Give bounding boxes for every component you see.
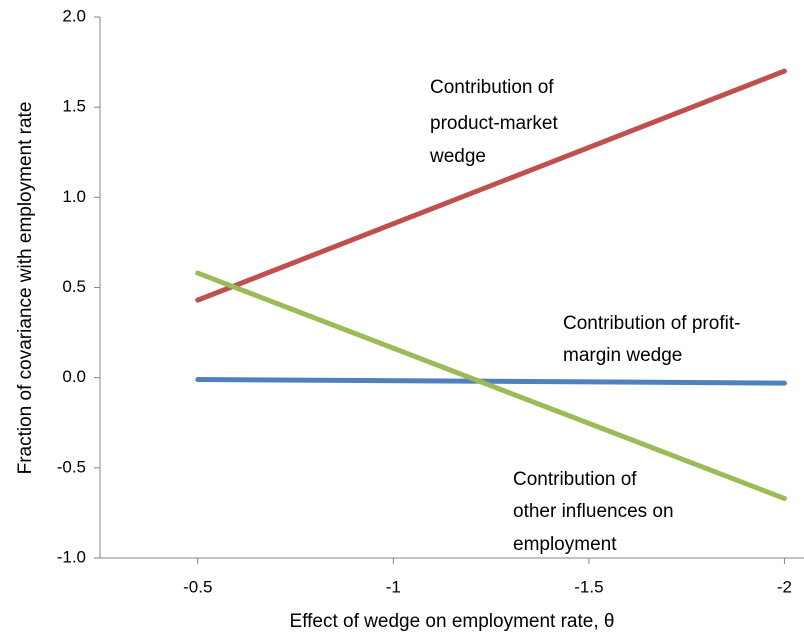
series-line (195, 376, 787, 386)
x-axis-label: Effect of wedge on employment rate, θ (290, 611, 615, 632)
y-tick-label: 1.0 (62, 187, 86, 206)
series-line (195, 68, 787, 303)
annotation: wedge (429, 146, 486, 167)
x-tick-label: -2 (777, 577, 792, 596)
y-tick-label: -1.0 (57, 547, 86, 566)
annotation: Contribution of (430, 77, 554, 98)
y-tick-label: 2.0 (62, 6, 86, 25)
x-tick-label: -1 (386, 577, 401, 596)
annotation: Contribution of (513, 469, 637, 490)
annotation: margin wedge (563, 345, 682, 366)
x-tick-label: -1.5 (574, 577, 603, 596)
y-tick-label: 1.5 (62, 97, 86, 116)
y-tick-label: 0.0 (62, 367, 86, 386)
annotation: other influences on (513, 501, 674, 522)
annotation: Contribution of profit- (563, 313, 740, 334)
y-tick-label: 0.5 (62, 277, 86, 296)
y-tick-label: -0.5 (57, 457, 86, 476)
annotation: product-market (430, 113, 558, 134)
x-tick-label: -0.5 (183, 577, 212, 596)
annotation: employment (513, 534, 617, 555)
series-line (195, 270, 787, 501)
y-axis-label: Fraction of covariance with employment r… (15, 102, 36, 475)
